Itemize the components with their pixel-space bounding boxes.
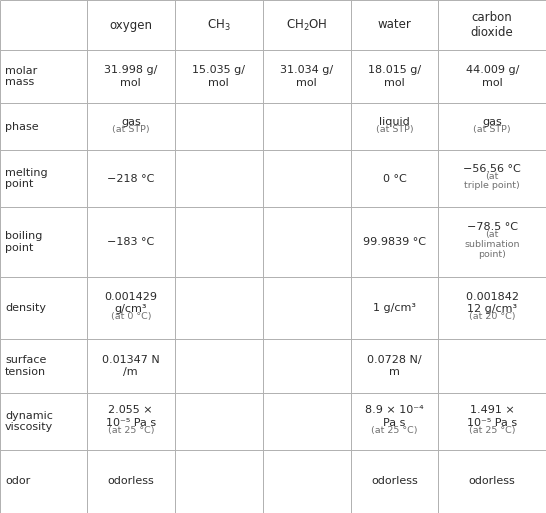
Text: −56.56 °C: −56.56 °C — [464, 164, 521, 173]
Text: molar
mass: molar mass — [5, 66, 37, 87]
Text: (at: (at — [485, 230, 499, 239]
Text: −218 °C: −218 °C — [107, 173, 155, 184]
Text: 0 °C: 0 °C — [383, 173, 406, 184]
Text: 12 g/cm³: 12 g/cm³ — [467, 304, 517, 314]
Text: liquid: liquid — [379, 116, 410, 127]
Text: dynamic
viscosity: dynamic viscosity — [5, 411, 54, 432]
Text: gas: gas — [121, 116, 141, 127]
Text: (at 25 °C): (at 25 °C) — [371, 426, 418, 435]
Text: mol: mol — [384, 77, 405, 88]
Text: 0.001842⁠: 0.001842⁠ — [466, 292, 519, 302]
Text: oxygen: oxygen — [109, 18, 152, 31]
Text: 44.009 g/: 44.009 g/ — [466, 65, 519, 75]
Text: 99.9839 °C: 99.9839 °C — [363, 237, 426, 247]
Text: mol: mol — [482, 77, 503, 88]
Text: 2.055 ×: 2.055 × — [109, 405, 153, 416]
Text: g/cm³: g/cm³ — [115, 304, 147, 314]
Text: mol: mol — [296, 77, 317, 88]
Text: odorless: odorless — [469, 477, 515, 486]
Text: (at STP): (at STP) — [473, 125, 511, 133]
Text: (at STP): (at STP) — [376, 125, 413, 133]
Text: (at 25 °C): (at 25 °C) — [469, 426, 515, 435]
Text: 15.035 g/: 15.035 g/ — [192, 65, 245, 75]
Text: 31.034 g/: 31.034 g/ — [280, 65, 333, 75]
Text: 10⁻⁵ Pa s: 10⁻⁵ Pa s — [467, 418, 517, 428]
Text: 18.015 g/: 18.015 g/ — [368, 65, 421, 75]
Text: (at 25 °C): (at 25 °C) — [108, 426, 154, 435]
Text: 1.491 ×: 1.491 × — [470, 405, 514, 416]
Text: m: m — [389, 367, 400, 377]
Text: (at 20 °C): (at 20 °C) — [469, 312, 515, 321]
Text: mol: mol — [120, 77, 141, 88]
Text: 0.01347 N: 0.01347 N — [102, 355, 159, 365]
Text: density: density — [5, 303, 46, 313]
Text: odorless: odorless — [108, 477, 154, 486]
Text: 0.0728 N/: 0.0728 N/ — [367, 355, 422, 365]
Text: boiling
point: boiling point — [5, 231, 43, 253]
Text: /m: /m — [123, 367, 138, 377]
Text: surface
tension: surface tension — [5, 355, 46, 377]
Text: CH$_2$OH: CH$_2$OH — [286, 17, 328, 32]
Text: gas: gas — [482, 116, 502, 127]
Text: 8.9 × 10⁻⁴: 8.9 × 10⁻⁴ — [365, 405, 424, 416]
Text: odorless: odorless — [371, 477, 418, 486]
Text: water: water — [377, 18, 412, 31]
Text: 10⁻⁵ Pa s: 10⁻⁵ Pa s — [106, 418, 156, 428]
Text: sublimation: sublimation — [465, 240, 520, 249]
Text: (at: (at — [485, 172, 499, 181]
Text: 31.998 g/: 31.998 g/ — [104, 65, 157, 75]
Text: phase: phase — [5, 122, 39, 131]
Text: −183 °C: −183 °C — [107, 237, 155, 247]
Text: triple point): triple point) — [464, 182, 520, 190]
Text: mol: mol — [208, 77, 229, 88]
Text: melting
point: melting point — [5, 168, 48, 189]
Text: (at 0 °C): (at 0 °C) — [110, 312, 151, 321]
Text: point): point) — [478, 250, 506, 259]
Text: 0.001429: 0.001429 — [104, 292, 157, 302]
Text: odor: odor — [5, 477, 30, 486]
Text: −78.5 °C: −78.5 °C — [467, 222, 518, 232]
Text: carbon
dioxide: carbon dioxide — [471, 11, 514, 39]
Text: (at STP): (at STP) — [112, 125, 150, 133]
Text: 1 g/cm³: 1 g/cm³ — [373, 303, 416, 313]
Text: Pa s: Pa s — [383, 418, 406, 428]
Text: CH$_3$: CH$_3$ — [207, 17, 230, 32]
